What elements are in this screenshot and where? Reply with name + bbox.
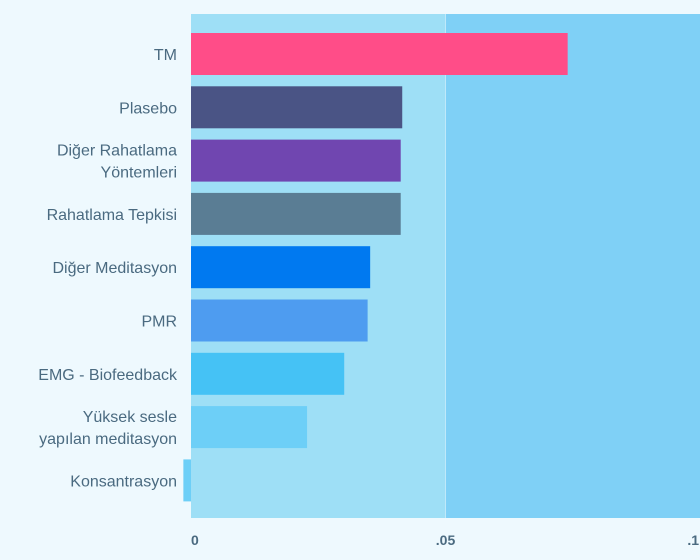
x-tick-label: .05 xyxy=(436,532,456,548)
x-tick-label: .1 xyxy=(687,532,699,548)
bar xyxy=(191,192,401,235)
category-label: PMR xyxy=(141,314,177,331)
bar xyxy=(191,246,371,289)
bar xyxy=(183,459,191,502)
bar xyxy=(191,352,345,395)
category-label: Yüksek sesle yapılan meditasyon xyxy=(39,409,177,448)
category-label: Konsantrasyon xyxy=(70,473,177,490)
category-label: TM xyxy=(154,47,177,64)
bar xyxy=(191,33,568,75)
category-label: Diğer Rahatlama Yöntemleri xyxy=(57,143,177,182)
category-label: EMG - Biofeedback xyxy=(38,367,178,384)
bar xyxy=(191,299,368,342)
category-label: Diğer Meditasyon xyxy=(53,260,178,277)
bar xyxy=(191,86,403,129)
bar xyxy=(191,406,308,449)
plot-band-high xyxy=(445,14,700,518)
x-tick-label: 0 xyxy=(191,532,199,548)
bar xyxy=(191,139,401,182)
category-label: Rahatlama Tepkisi xyxy=(47,207,177,224)
category-label: Plasebo xyxy=(119,100,177,117)
